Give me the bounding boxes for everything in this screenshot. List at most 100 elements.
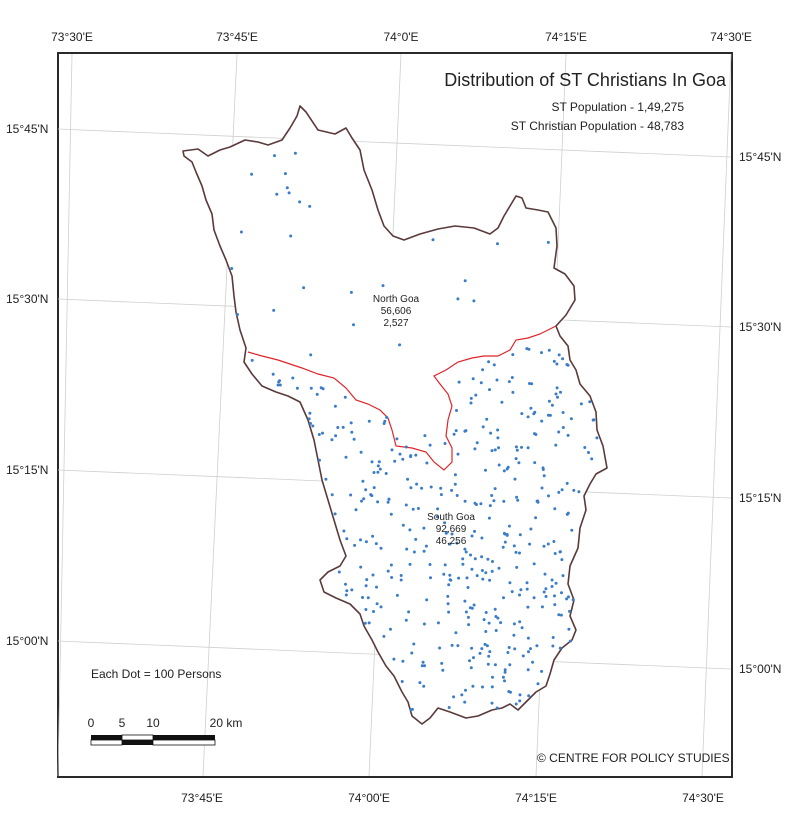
population-dot <box>540 486 544 490</box>
population-dot <box>453 482 457 486</box>
population-dot <box>480 536 484 540</box>
district-total: 92,669 <box>435 524 467 535</box>
population-dot <box>389 512 393 516</box>
population-dot <box>553 552 557 555</box>
population-dot <box>530 382 534 386</box>
population-dot <box>470 534 474 538</box>
population-dot <box>527 650 530 654</box>
population-dot <box>506 465 510 469</box>
population-dot <box>479 502 483 506</box>
population-dot <box>494 629 498 632</box>
population-dot <box>463 599 467 603</box>
population-dot <box>557 490 561 494</box>
population-dot <box>464 688 467 692</box>
credit-label: © CENTRE FOR POLICY STUDIES <box>537 751 730 765</box>
population-dot <box>531 660 535 664</box>
population-dot <box>318 458 321 462</box>
population-dot <box>518 693 522 697</box>
population-dot <box>311 424 315 428</box>
district-label-south-goa: South Goa 92,669 46,256 <box>427 512 475 548</box>
population-dot <box>272 308 276 312</box>
population-dot <box>512 544 516 548</box>
population-dot <box>514 445 518 449</box>
population-dot <box>411 507 415 511</box>
population-dot <box>490 685 494 689</box>
population-dot <box>513 477 517 481</box>
population-dot <box>540 351 543 355</box>
population-dot <box>547 494 550 498</box>
population-dot <box>450 643 454 647</box>
population-dot <box>289 234 293 238</box>
population-dot <box>518 593 521 597</box>
population-dot <box>421 660 425 664</box>
population-dot <box>553 603 557 607</box>
population-dot <box>429 485 433 489</box>
population-dot <box>518 620 522 624</box>
population-dot <box>553 507 557 511</box>
population-dot <box>529 527 533 531</box>
population-dot <box>375 585 378 589</box>
population-dot <box>439 486 443 490</box>
population-dot <box>399 578 403 582</box>
population-dot <box>364 608 368 611</box>
population-dot <box>579 402 583 406</box>
population-dot <box>364 488 368 492</box>
population-dot <box>497 446 501 450</box>
population-dot <box>324 477 328 481</box>
graticule-label-right: 15°30'N <box>739 320 782 334</box>
population-dot <box>566 511 570 515</box>
population-dot <box>532 412 536 416</box>
population-dot <box>520 412 524 416</box>
population-dot <box>554 443 558 447</box>
population-dot <box>298 200 302 204</box>
population-dot <box>565 481 569 485</box>
population-dot <box>406 477 410 481</box>
district-christian: 46,256 <box>435 536 467 547</box>
population-dot <box>540 605 544 609</box>
population-dot <box>375 602 379 606</box>
population-dot <box>490 494 494 497</box>
population-dot <box>561 426 565 429</box>
population-dot <box>334 434 338 438</box>
population-dot <box>344 455 348 459</box>
population-dot <box>361 479 365 483</box>
population-dot <box>532 596 536 600</box>
population-dot <box>457 380 461 384</box>
district-label-north-goa: North Goa 56,606 2,527 <box>373 294 419 330</box>
state-boundary <box>182 105 608 725</box>
population-dot <box>454 631 458 635</box>
population-dot <box>542 590 546 594</box>
population-dot <box>502 596 505 600</box>
population-dot <box>409 708 413 712</box>
graticule-label-top: 73°45'E <box>216 30 258 44</box>
population-dot <box>495 378 499 382</box>
population-dot <box>416 507 420 510</box>
population-dot <box>409 455 413 459</box>
population-dot <box>526 446 530 450</box>
population-dot <box>492 363 496 367</box>
population-dot <box>428 563 432 566</box>
population-dot <box>518 699 522 703</box>
population-dot <box>473 447 477 451</box>
population-dot <box>319 386 323 390</box>
population-dot <box>482 618 486 622</box>
population-dot <box>480 555 484 559</box>
st-population-label: ST Population - 1,49,275 <box>551 100 684 114</box>
population-dot <box>349 493 353 497</box>
population-dot <box>551 636 555 639</box>
population-dot <box>485 417 489 421</box>
population-dot <box>359 538 362 542</box>
population-dot <box>469 401 473 405</box>
population-dot <box>517 461 521 465</box>
population-dot <box>540 669 544 673</box>
population-dot <box>503 679 506 683</box>
population-dot <box>499 621 503 625</box>
population-dot <box>514 457 518 461</box>
population-dot <box>412 550 416 554</box>
population-dot <box>508 663 512 667</box>
population-dot <box>404 503 408 507</box>
graticule-label-left: 15°00'N <box>6 634 49 648</box>
population-dot <box>455 494 459 497</box>
population-dot <box>363 621 367 625</box>
population-dot <box>422 684 426 688</box>
